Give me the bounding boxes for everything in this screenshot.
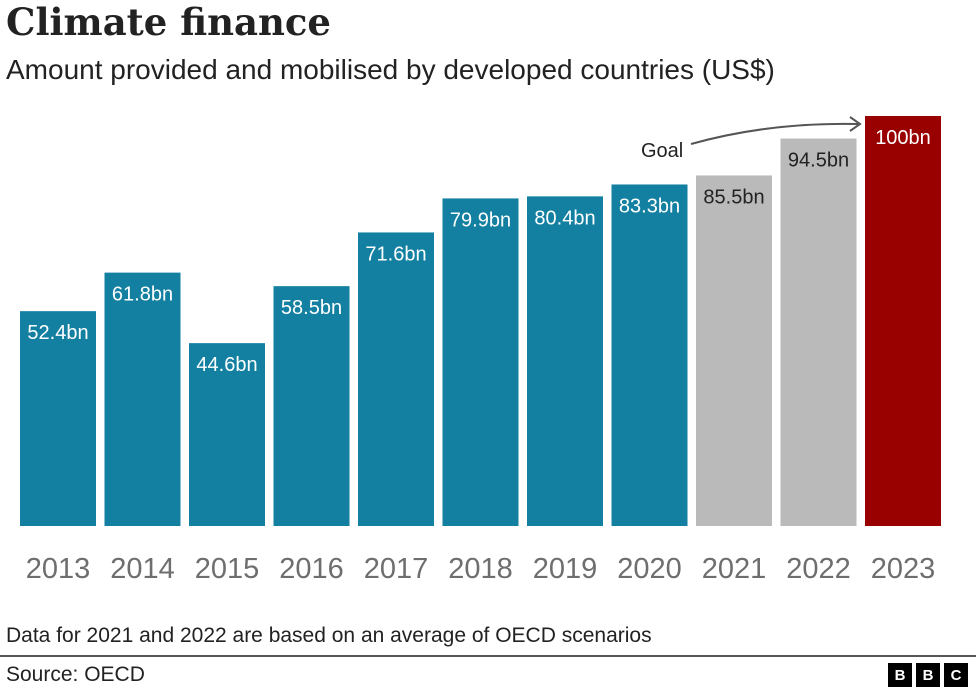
goal-arrow — [690, 122, 859, 145]
chart-title: Climate finance — [6, 0, 331, 44]
x-tick-label: 2013 — [26, 553, 91, 585]
x-tick-label: 2020 — [617, 553, 682, 585]
goal-annotation: Goal — [641, 140, 683, 162]
bar-chart: 52.4bn 2013 61.8bn 2014 44.6bn 2015 58.5bn 2016… — [20, 116, 941, 585]
arrow-head-icon — [849, 116, 862, 132]
data-label: 94.5bn — [788, 150, 849, 172]
x-tick-label: 2016 — [279, 553, 344, 585]
x-tick-label: 2014 — [110, 553, 175, 585]
logo-letter: B — [916, 663, 940, 687]
chart-note: Data for 2021 and 2022 are based on an a… — [6, 624, 652, 647]
x-tick-label: 2023 — [871, 553, 936, 585]
data-label: 79.9bn — [450, 209, 511, 231]
data-label: 44.6bn — [196, 354, 257, 376]
divider — [0, 655, 976, 657]
data-label: 58.5bn — [281, 297, 342, 319]
data-label: 52.4bn — [27, 322, 88, 344]
bar-2016 — [273, 286, 350, 526]
data-label: 71.6bn — [365, 243, 426, 265]
x-tick-label: 2019 — [533, 553, 598, 585]
logo-letter: B — [888, 663, 912, 687]
bar-2021 — [696, 175, 772, 526]
data-label: 100bn — [875, 127, 931, 149]
x-tick-label: 2017 — [364, 553, 429, 585]
x-tick-label: 2015 — [195, 553, 260, 585]
bar-2017 — [358, 232, 434, 526]
data-label: 85.5bn — [703, 186, 764, 208]
x-tick-label: 2018 — [448, 553, 513, 585]
bar-2015 — [189, 343, 265, 526]
logo-letter: C — [944, 663, 968, 687]
bar-2020 — [611, 184, 688, 526]
bar-2019 — [527, 196, 603, 527]
bar-2018 — [442, 198, 519, 526]
bar-2013 — [20, 311, 96, 526]
bar-2022 — [780, 138, 857, 527]
data-label: 80.4bn — [534, 207, 595, 229]
x-tick-label: 2021 — [702, 553, 767, 585]
x-tick-label: 2022 — [786, 553, 851, 585]
data-label: 61.8bn — [112, 284, 173, 306]
data-label: 83.3bn — [619, 195, 680, 217]
source-text: Source: OECD — [6, 663, 145, 686]
bar-2023 — [865, 116, 941, 526]
chart-subtitle: Amount provided and mobilised by develop… — [6, 54, 775, 85]
bar-2014 — [104, 272, 181, 526]
